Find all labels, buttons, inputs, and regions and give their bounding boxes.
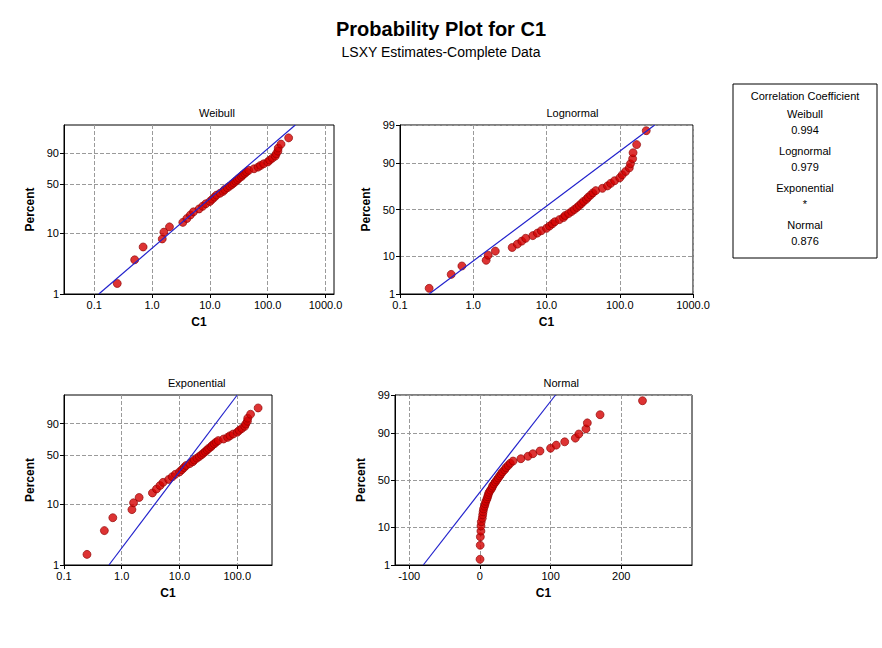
svg-text:LSXY Estimates-Complete Data: LSXY Estimates-Complete Data (342, 44, 541, 60)
svg-text:50: 50 (47, 178, 59, 190)
svg-text:10.0: 10.0 (169, 570, 190, 582)
svg-text:90: 90 (383, 157, 395, 169)
svg-text:50: 50 (383, 204, 395, 216)
svg-text:10.0: 10.0 (536, 299, 557, 311)
svg-text:1000.0: 1000.0 (676, 299, 710, 311)
svg-text:1: 1 (52, 559, 59, 571)
svg-text:C1: C1 (191, 315, 207, 329)
svg-text:100.0: 100.0 (606, 299, 634, 311)
svg-text:0.1: 0.1 (392, 299, 407, 311)
svg-text:0.994: 0.994 (791, 124, 819, 136)
svg-text:100.0: 100.0 (223, 570, 251, 582)
svg-text:100: 100 (541, 570, 559, 582)
svg-text:Percent: Percent (359, 187, 373, 231)
svg-text:10.0: 10.0 (199, 299, 220, 311)
svg-text:Probability Plot for C1: Probability Plot for C1 (336, 18, 546, 40)
svg-text:Lognormal: Lognormal (546, 107, 598, 119)
svg-text:1000.0: 1000.0 (309, 299, 343, 311)
svg-text:1: 1 (388, 288, 395, 300)
svg-text:Percent: Percent (23, 187, 37, 231)
svg-text:0.979: 0.979 (791, 161, 819, 173)
svg-text:90: 90 (47, 418, 59, 430)
svg-text:Exponential: Exponential (776, 182, 834, 194)
svg-text:*: * (803, 198, 808, 210)
svg-text:Percent: Percent (23, 458, 37, 502)
svg-text:Percent: Percent (354, 458, 368, 502)
svg-text:200: 200 (612, 570, 630, 582)
svg-text:C1: C1 (536, 586, 552, 600)
svg-text:10: 10 (47, 227, 59, 239)
svg-text:1.0: 1.0 (466, 299, 481, 311)
svg-text:90: 90 (47, 147, 59, 159)
svg-text:99: 99 (378, 389, 390, 401)
svg-text:1: 1 (384, 559, 390, 571)
svg-text:10: 10 (47, 498, 59, 510)
svg-text:C1: C1 (539, 315, 555, 329)
svg-text:0.876: 0.876 (791, 235, 819, 247)
svg-text:-100: -100 (398, 570, 420, 582)
svg-text:0: 0 (477, 570, 483, 582)
svg-text:Correlation Coefficient: Correlation Coefficient (751, 90, 860, 102)
svg-text:90: 90 (378, 427, 390, 439)
svg-text:Normal: Normal (543, 377, 578, 389)
svg-text:C1: C1 (160, 586, 176, 600)
svg-text:50: 50 (378, 474, 390, 486)
svg-text:Lognormal: Lognormal (779, 145, 831, 157)
svg-text:10: 10 (383, 250, 395, 262)
svg-text:Weibull: Weibull (787, 108, 823, 120)
svg-text:0.1: 0.1 (56, 570, 71, 582)
svg-text:99: 99 (383, 119, 395, 131)
svg-text:Normal: Normal (787, 219, 822, 231)
svg-text:0.1: 0.1 (87, 299, 102, 311)
svg-text:1.0: 1.0 (144, 299, 159, 311)
svg-text:10: 10 (378, 521, 390, 533)
svg-text:100.0: 100.0 (254, 299, 282, 311)
svg-text:Weibull: Weibull (199, 107, 235, 119)
svg-text:1.0: 1.0 (114, 570, 129, 582)
svg-text:50: 50 (47, 449, 59, 461)
svg-text:1: 1 (53, 288, 59, 300)
svg-text:Exponential: Exponential (168, 377, 226, 389)
